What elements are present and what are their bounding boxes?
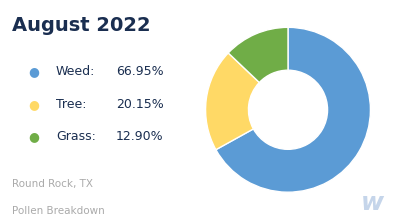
Text: Weed:: Weed: (56, 65, 95, 78)
Text: Round Rock, TX: Round Rock, TX (12, 179, 93, 189)
Wedge shape (206, 53, 259, 150)
Text: August 2022: August 2022 (12, 16, 151, 35)
Wedge shape (228, 27, 288, 82)
Wedge shape (216, 27, 370, 192)
Text: 66.95%: 66.95% (116, 65, 164, 78)
Text: 20.15%: 20.15% (116, 98, 164, 111)
Text: Grass:: Grass: (56, 130, 96, 143)
Text: 12.90%: 12.90% (116, 130, 164, 143)
Text: Tree:: Tree: (56, 98, 86, 111)
Text: ●: ● (28, 130, 39, 143)
Text: ●: ● (28, 65, 39, 78)
Text: ●: ● (28, 98, 39, 111)
Text: Pollen Breakdown: Pollen Breakdown (12, 206, 105, 216)
Text: w: w (361, 191, 384, 215)
